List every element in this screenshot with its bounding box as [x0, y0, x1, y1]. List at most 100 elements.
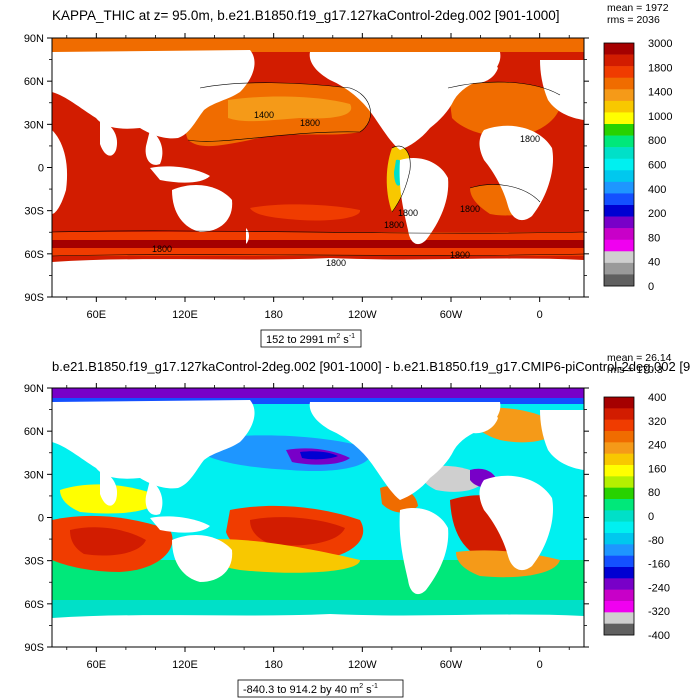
colorbar-label: 80	[648, 232, 660, 244]
bottom-range-box	[237, 679, 404, 698]
top-land-africa-east	[52, 130, 68, 214]
top-contours	[52, 81, 584, 257]
lon-tick-label: 120E	[172, 309, 198, 321]
top-range-main: 152 to 2991 m	[266, 334, 336, 346]
bottom-range-tail-exp: -1	[372, 683, 378, 690]
colorbar-swatch	[604, 453, 634, 466]
top-contour-label-1: 1400	[254, 110, 274, 120]
lat-tick-label: 90S	[24, 292, 44, 304]
colorbar-swatch	[604, 476, 634, 488]
top-npac-lightorange	[228, 96, 352, 122]
lat-tick-label: 60N	[24, 76, 44, 88]
colorbar-label: 600	[648, 160, 666, 172]
colorbar-swatch	[604, 147, 634, 160]
bottom-spac-darkred	[250, 517, 345, 546]
colorbar-swatch	[604, 135, 634, 148]
colorbar-swatch	[604, 487, 634, 500]
colorbar-swatch	[604, 54, 634, 67]
top-land-samerica	[399, 158, 449, 245]
top-rms: rms = 2036	[607, 14, 660, 26]
lat-tick-label: 90S	[24, 642, 44, 654]
lon-tick-label: 0	[537, 659, 543, 671]
colorbar-swatch	[604, 521, 634, 534]
bottom-axes: 60E 120E 180 120W 60W 0 90N 60N 30N 0 30S 60S 90S	[24, 383, 589, 671]
colorbar-swatch	[604, 274, 634, 287]
top-land-europe	[540, 60, 584, 120]
colorbar-label: -80	[648, 535, 664, 547]
lat-tick-label: 60N	[24, 426, 44, 438]
colorbar-swatch	[604, 262, 634, 275]
bottom-land-australia	[172, 535, 233, 582]
top-range-tail-exp: -1	[349, 333, 355, 340]
top-southern-core	[52, 240, 584, 248]
top-mean: mean = 1972	[607, 2, 669, 14]
colorbar-label: 80	[648, 487, 660, 499]
colorbar-swatch	[604, 499, 634, 511]
colorbar-label: 1000	[648, 111, 672, 123]
top-contour-label-7: 1800	[152, 244, 172, 254]
bottom-land-india	[100, 470, 118, 506]
colorbar-swatch	[604, 533, 634, 545]
lat-tick-label: 30S	[24, 206, 44, 218]
bottom-land-africa	[479, 475, 554, 571]
colorbar-label: -240	[648, 582, 670, 594]
lat-tick-label: 90N	[24, 33, 44, 45]
colorbar-swatch	[604, 510, 634, 522]
bottom-range-exp: 2	[359, 683, 363, 690]
top-land-antarctica	[52, 258, 584, 297]
lat-tick-label: 60S	[24, 599, 44, 611]
lat-tick-label: 30N	[24, 469, 44, 481]
bottom-panel: b.e21.B1850.f19_g17.127kaControl-2deg.00…	[24, 352, 690, 698]
colorbar-label: 320	[648, 416, 666, 428]
colorbar-label: -320	[648, 606, 670, 618]
colorbar-swatch	[604, 239, 634, 252]
bottom-land-europe	[540, 410, 584, 470]
top-range-exp: 2	[336, 333, 340, 340]
top-land-australia	[172, 185, 233, 232]
bottom-land	[52, 400, 584, 647]
bottom-npac-navy	[300, 451, 338, 460]
top-natl-orange	[448, 82, 561, 138]
colorbar-swatch	[604, 589, 634, 602]
top-panel: KAPPA_THIC at z= 95.0m, b.e21.B1850.f19_…	[24, 2, 672, 348]
colorbar-label: 0	[648, 281, 654, 293]
top-range-label: 152 to 2991 m2 s-1	[260, 329, 362, 348]
bottom-range-text: -840.3 to 914.2 by 40 m2 s-1	[243, 683, 378, 696]
colorbar-swatch	[604, 43, 634, 55]
top-title: KAPPA_THIC at z= 95.0m, b.e21.B1850.f19_…	[52, 8, 559, 23]
colorbar-label: -160	[648, 559, 670, 571]
lon-tick-label: 180	[264, 309, 282, 321]
top-contour-label-9: 1800	[450, 250, 470, 260]
bottom-land-samerica	[399, 508, 449, 595]
colorbar-swatch	[604, 89, 634, 102]
colorbar-label: -400	[648, 630, 670, 642]
bottom-land-antarctica	[52, 614, 584, 647]
bottom-spac-yellow	[200, 539, 360, 573]
lon-tick-label: 60E	[87, 309, 107, 321]
colorbar-label: 1800	[648, 62, 672, 74]
lon-tick-label: 60W	[440, 659, 463, 671]
top-land-maritime	[150, 166, 210, 183]
colorbar-frame	[603, 42, 635, 287]
bottom-map	[52, 388, 584, 647]
colorbar-label: 240	[648, 440, 666, 452]
bottom-arctic-band-2	[52, 398, 584, 404]
top-land-seasia	[145, 130, 163, 165]
top-contour-label-8: 1800	[326, 258, 346, 268]
colorbar-swatch	[604, 216, 634, 229]
top-spac-orange	[250, 204, 361, 221]
bottom-rms: rms = 170.3	[607, 364, 663, 376]
top-land-eurasia	[52, 50, 255, 139]
top-land-newzealand	[246, 228, 249, 244]
colorbar-label: 40	[648, 257, 660, 269]
lat-tick-label: 60S	[24, 249, 44, 261]
bottom-land-namerica	[309, 402, 501, 500]
colorbar-label: 200	[648, 208, 666, 220]
top-range-box	[260, 329, 362, 348]
lat-tick-label: 0	[38, 163, 44, 175]
colorbar-frame	[603, 396, 635, 636]
bottom-land-greenland	[455, 405, 498, 434]
colorbar-swatch	[604, 465, 634, 477]
lon-tick-label: 60E	[87, 659, 107, 671]
